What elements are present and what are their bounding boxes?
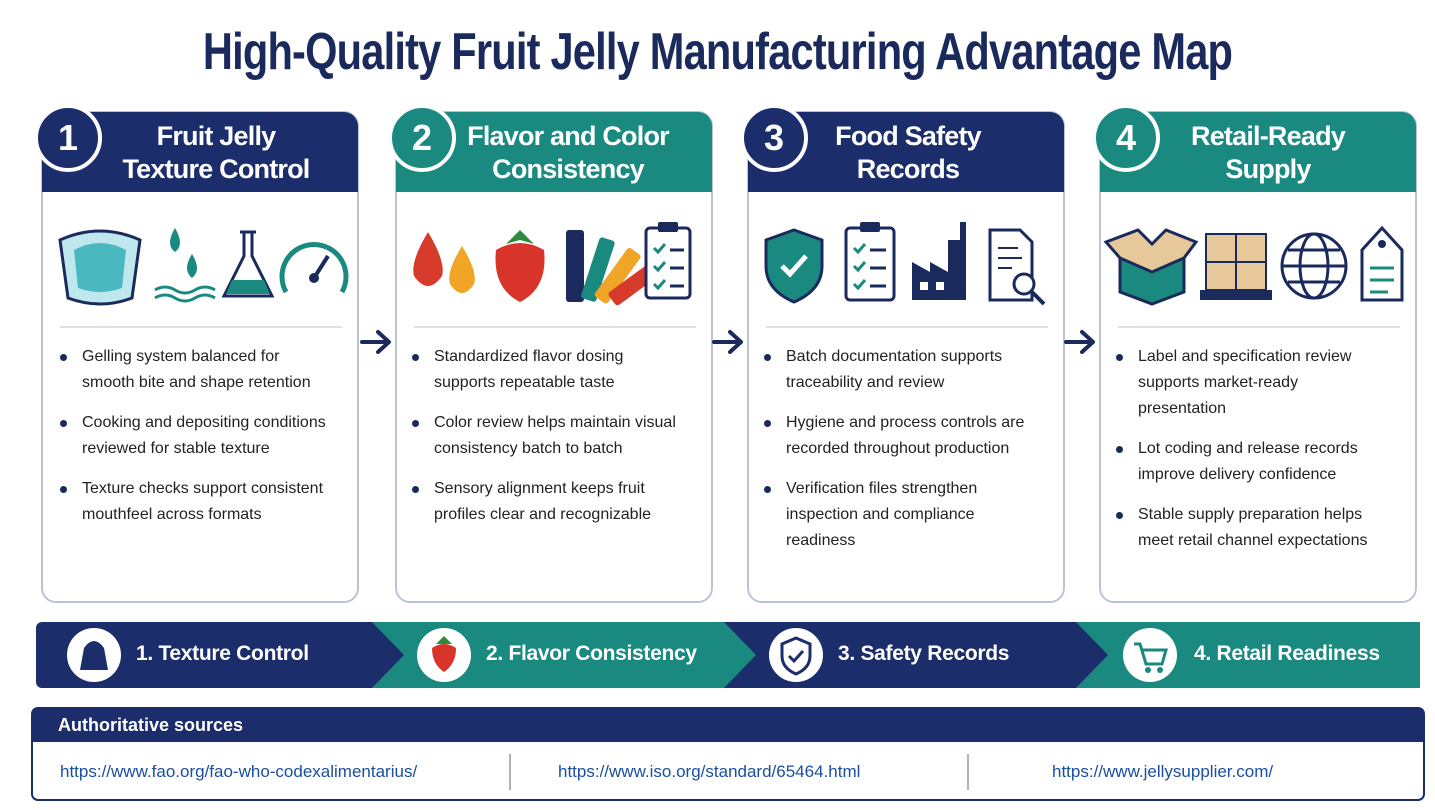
flow-label: 3. Safety Records [838,642,1009,666]
bullet: Sensory alignment keeps fruit profiles c… [410,476,680,528]
step-number: 1 [36,106,100,170]
step-number: 2 [390,106,454,170]
flow-label: 4. Retail Readiness [1194,642,1380,666]
bullet: Texture checks support consistent mouthf… [58,476,328,528]
arrow [714,332,741,352]
bullet-list: Standardized flavor dosing supports repe… [410,344,680,542]
bullet: Hygiene and process controls are recorde… [762,410,1032,462]
title-line: Fruit Jelly [96,120,336,153]
sources-title: Authoritative sources [58,715,243,736]
title-line: Supply [1148,153,1388,186]
title-line: Texture Control [96,153,336,186]
title-line: Records [788,153,1028,186]
bullet: Color review helps maintain visual consi… [410,410,680,462]
source-link[interactable]: https://www.jellysupplier.com/ [1052,762,1273,782]
title-line: Retail-Ready [1148,120,1388,153]
bullet-list: Label and specification review supports … [1114,344,1384,568]
infographic: High-Quality Fruit Jelly Manufacturing A… [0,0,1435,810]
arrow [1066,332,1093,352]
bullet: Stable supply preparation helps meet ret… [1114,502,1384,554]
source-link[interactable]: https://www.fao.org/fao-who-codexaliment… [60,762,417,782]
flow-label: 2. Flavor Consistency [486,642,697,666]
bullet: Lot coding and release records improve d… [1114,436,1384,488]
flow-label: 1. Texture Control [136,642,309,666]
arrow [362,332,389,352]
bullet-list: Batch documentation supports traceabilit… [762,344,1032,568]
flow-icon [1123,628,1177,682]
bullet: Verification files strengthen inspection… [762,476,1032,554]
bullet: Standardized flavor dosing supports repe… [410,344,680,396]
page: Advantage Map {"title": "High-Quality Fr… [0,0,1435,810]
title-line: Food Safety [788,120,1028,153]
title-line: Consistency [448,153,688,186]
bullet-list: Gelling system balanced for smooth bite … [58,344,328,542]
bullet: Label and specification review supports … [1114,344,1384,422]
page-title: High-Quality Fruit Jelly Manufacturing A… [144,22,1292,82]
source-link[interactable]: https://www.iso.org/standard/65464.html [558,762,860,782]
bullet: Gelling system balanced for smooth bite … [58,344,328,396]
title-line: Flavor and Color [448,120,688,153]
bullet: Cooking and depositing conditions review… [58,410,328,462]
bullet: Batch documentation supports traceabilit… [762,344,1032,396]
